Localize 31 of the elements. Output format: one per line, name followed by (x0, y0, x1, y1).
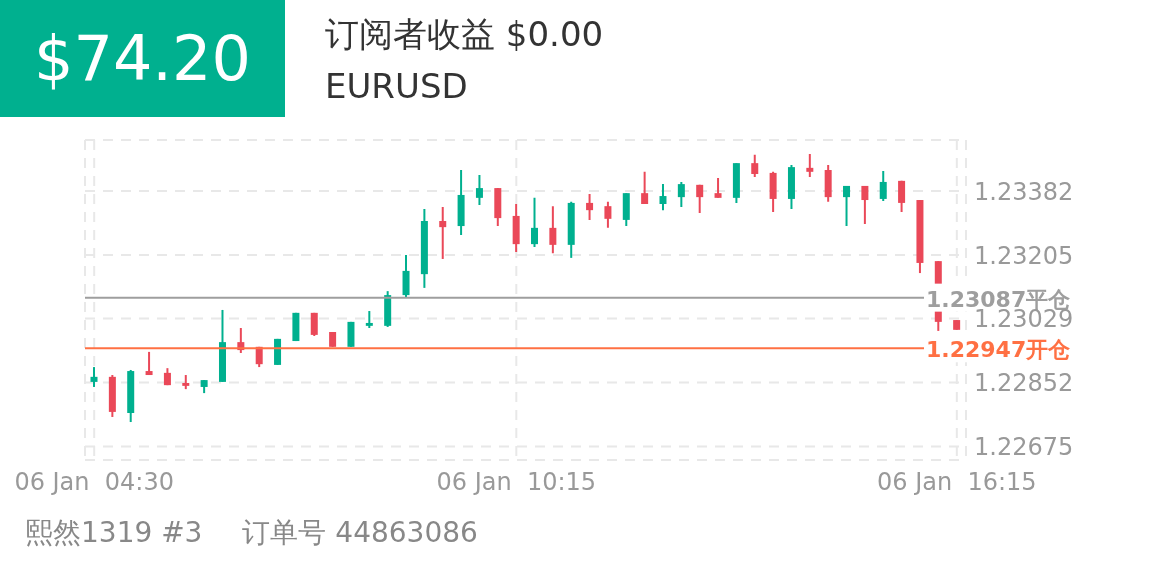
candlestick (861, 184, 869, 225)
candlestick (843, 184, 851, 228)
candlestick (641, 170, 649, 205)
candlestick (898, 179, 906, 213)
chart-title: 订阅者收益 $0.00 (325, 13, 604, 56)
ref-line-label: 1.22947开仓 (926, 337, 1072, 363)
candlestick (90, 366, 98, 388)
x-tick-label: 06 Jan 10:15 (436, 468, 597, 496)
candlestick (879, 170, 887, 203)
candlestick (531, 196, 539, 249)
y-tick-label: 1.22675 (974, 433, 1074, 462)
x-tick-label: 06 Jan 16:15 (877, 468, 1037, 496)
x-tick-label: 06 Jan 04:30 (14, 468, 174, 496)
y-tick-label: 1.23382 (974, 177, 1074, 206)
y-tick-label: 1.22852 (974, 369, 1074, 398)
candlestick (714, 176, 722, 199)
text: 熙然1319 #3 (25, 516, 203, 549)
candlestick (659, 183, 667, 212)
candlestick (751, 153, 759, 178)
candlestick (677, 180, 685, 208)
candlestick (439, 205, 447, 260)
candlestick (586, 192, 594, 221)
candlestick (604, 200, 612, 229)
candlestick (696, 183, 704, 215)
candlestick (549, 205, 557, 255)
candlestick (475, 174, 483, 207)
text: 订单号 44863086 (242, 516, 478, 549)
text: $74.20 (0, 0, 285, 117)
chart-subtitle: EURUSD (325, 66, 468, 106)
candlestick (806, 153, 814, 178)
y-tick-label: 1.23205 (974, 241, 1074, 270)
